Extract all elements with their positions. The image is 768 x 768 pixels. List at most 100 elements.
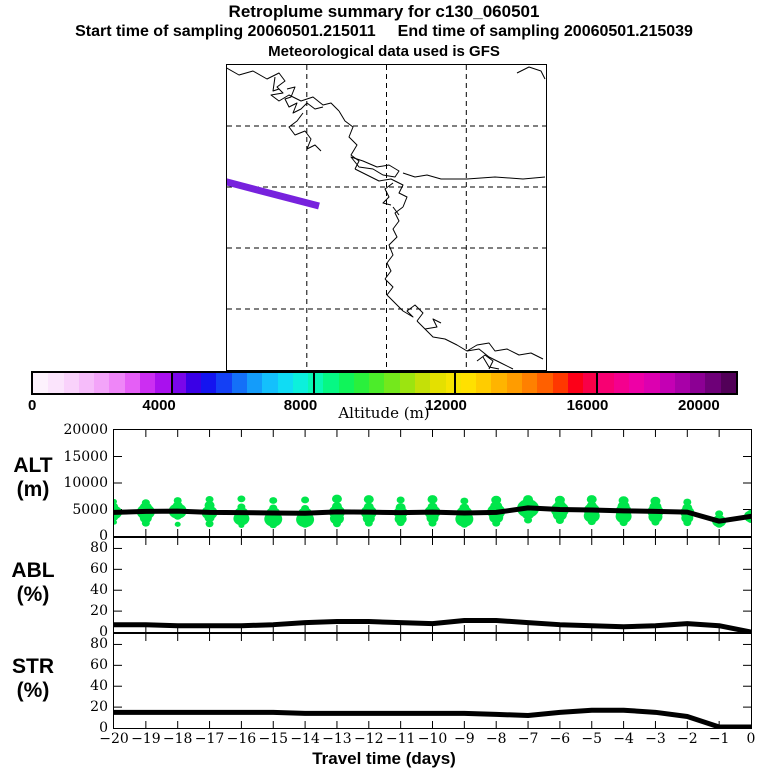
str-y-tick-label: 40 [90, 678, 108, 695]
end-time-label: End time of sampling 20060501.215039 [397, 23, 693, 40]
colorbar-tick-label: 8000 [283, 397, 318, 414]
colorbar-swatch-18 [308, 373, 324, 393]
colorbar-swatch-29 [476, 373, 492, 393]
colorbar-swatch-13 [231, 373, 247, 393]
title-block: Retroplume summary for c130_060501 Start… [0, 0, 768, 61]
colorbar-swatch-30 [491, 373, 507, 393]
colorbar-swatch-25 [415, 373, 431, 393]
x-tick-label: −11 [385, 731, 416, 747]
x-tick-label: −20 [99, 731, 129, 747]
str-y-tick-label: 20 [90, 699, 108, 716]
x-tick-label: −2 [676, 731, 698, 747]
colorbar-swatch-40 [644, 373, 660, 393]
colorbar-swatch-12 [216, 373, 232, 393]
str-y-tick-label: 80 [90, 636, 108, 653]
x-axis-tick-labels: −20 −19 −18 −17 −16 −15 −14 −13 −12 −11 −10 −9 −8 −7−… [0, 731, 768, 751]
colorbar-swatch-10 [185, 373, 202, 393]
alt-row-label: ALT (m) [2, 454, 64, 502]
colorbar-swatch-17 [292, 373, 309, 393]
x-tick-label: −18 [162, 731, 193, 747]
colorbar-tick-label: 0 [28, 397, 37, 414]
alt-row-label-line2: (m) [16, 478, 50, 501]
str-panel [113, 633, 752, 729]
colorbar-tick-label: 20000 [678, 397, 720, 414]
colorbar-swatch-3 [78, 373, 95, 393]
colorbar-swatch-9 [170, 373, 186, 393]
abl-y-tick-label: 20 [90, 603, 108, 620]
colorbar-swatch-21 [353, 373, 370, 393]
abl-y-tick-label: 40 [90, 582, 108, 599]
x-tick-label: −3 [645, 731, 666, 747]
abl-plot-canvas [114, 538, 751, 632]
colorbar-swatch-44 [705, 373, 721, 393]
x-tick-label: −12 [354, 731, 384, 747]
colorbar-swatch-26 [430, 373, 446, 393]
colorbar-swatch-36 [583, 373, 599, 393]
colorbar-swatch-37 [598, 373, 614, 393]
colorbar-tick-labels: 0 4000 8000 12000 16000 20000 [28, 397, 738, 417]
x-tick-label: −16 [226, 731, 257, 747]
x-tick-label: −1 [708, 731, 730, 747]
abl-row-label-line1: ABL [11, 559, 55, 582]
start-time-label: Start time of sampling 20060501.215011 [75, 23, 376, 40]
x-tick-label: −15 [258, 731, 289, 747]
x-tick-label: −13 [322, 731, 352, 747]
colorbar-swatch-8 [155, 373, 171, 393]
colorbar-swatch-38 [613, 373, 629, 393]
colorbar-swatch-24 [399, 373, 416, 393]
x-tick-label: −4 [613, 731, 634, 747]
colorbar-separator [312, 371, 315, 395]
colorbar-gradient [31, 371, 738, 395]
colorbar-swatch-43 [690, 373, 706, 393]
colorbar-swatch-35 [567, 373, 584, 393]
alt-y-tick-label: 15000 [63, 448, 108, 465]
x-tick-label: −5 [581, 731, 603, 747]
str-row-label: STR (%) [2, 655, 64, 703]
colorbar-swatch-23 [384, 373, 400, 393]
abl-y-tick-label: 0 [99, 624, 108, 640]
colorbar-swatch-5 [109, 373, 125, 393]
altitude-colorbar: 0 4000 8000 12000 16000 20000 [28, 371, 738, 414]
colorbar-swatch-31 [506, 373, 522, 393]
alt-y-tick-label: 5000 [72, 501, 108, 518]
colorbar-swatch-1 [48, 373, 64, 393]
abl-row-label-line2: (%) [16, 583, 50, 606]
str-row-label-line2: (%) [16, 679, 50, 702]
colorbar-swatch-28 [460, 373, 477, 393]
x-tick-label: −14 [290, 731, 320, 747]
colorbar-swatch-14 [246, 373, 263, 393]
x-tick-label: −10 [417, 731, 448, 747]
x-tick-label: −7 [517, 731, 539, 747]
colorbar-swatch-4 [94, 373, 110, 393]
colorbar-swatch-42 [674, 373, 691, 393]
abl-y-tick-label: 60 [90, 561, 108, 578]
colorbar-tick-label: 4000 [142, 397, 176, 414]
alt-y-tick-label: 20000 [63, 422, 108, 438]
alt-y-tick-label: 0 [99, 528, 108, 544]
colorbar-separator [454, 371, 457, 395]
colorbar-swatch-41 [659, 373, 675, 393]
met-data-label: Meteorological data used is GFS [268, 43, 500, 60]
altitude-panel [113, 429, 752, 537]
trajectory-map [226, 64, 547, 371]
colorbar-swatch-27 [445, 373, 461, 393]
abl-y-tick-label: 80 [90, 540, 108, 557]
alt-y-tick-label: 10000 [63, 475, 108, 491]
colorbar-title: Altitude (m) [338, 404, 430, 422]
abl-row-label: ABL (%) [2, 559, 64, 607]
map-canvas [227, 65, 546, 370]
colorbar-swatch-45 [720, 373, 736, 393]
x-tick-label: −19 [131, 731, 161, 747]
colorbar-swatch-6 [124, 373, 140, 393]
altitude-plot-canvas [114, 430, 751, 536]
x-tick-label: 0 [746, 731, 756, 747]
x-tick-label: −9 [454, 731, 475, 747]
str-plot-canvas [114, 634, 751, 728]
colorbar-swatch-0 [33, 373, 49, 393]
colorbar-swatch-15 [262, 373, 278, 393]
page-title: Retroplume summary for c130_060501 [228, 2, 540, 21]
str-row-label-line1: STR [12, 655, 54, 678]
alt-row-label-line1: ALT [13, 454, 53, 477]
colorbar-swatch-22 [369, 373, 385, 393]
